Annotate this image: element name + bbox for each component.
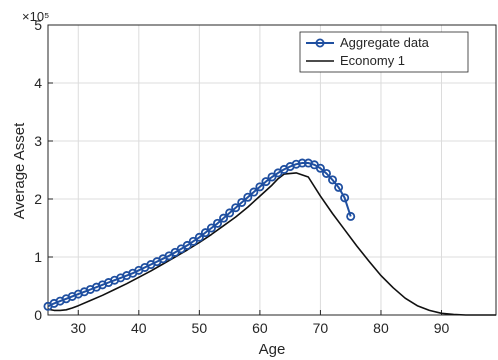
data-point-aggregate-data [267,172,277,182]
x-tick-label: 90 [434,320,450,336]
y-multiplier-label: ×10⁵ [22,9,49,24]
data-point-aggregate-data [243,192,253,202]
data-point-aggregate-data [315,163,325,173]
data-point-aggregate-data [231,203,241,213]
y-tick-label: 3 [34,133,42,149]
y-tick-label: 0 [34,307,42,323]
y-tick-label: 1 [34,249,42,265]
data-point-aggregate-data [334,182,344,192]
data-point-aggregate-data [194,232,204,242]
data-point-aggregate-data [328,175,338,185]
data-point-aggregate-data [261,177,271,187]
x-tick-label: 70 [313,320,329,336]
x-axis-label: Age [259,341,286,358]
data-point-aggregate-data [249,187,259,197]
y-tick-label: 2 [34,191,42,207]
data-point-aggregate-data [225,208,235,218]
y-axis-label: Average Asset [11,122,28,219]
x-tick-label: 30 [70,320,86,336]
x-tick-label: 80 [373,320,389,336]
data-point-aggregate-data [291,159,301,169]
axis-ticks: 30 40 50 60 70 80 90 0 1 2 3 4 5 [34,17,449,336]
data-point-aggregate-data [200,228,210,238]
x-tick-label: 60 [252,320,268,336]
data-point-aggregate-data [213,218,223,228]
data-point-aggregate-data [188,236,198,246]
data-point-aggregate-data [219,213,229,223]
legend-label-economy: Economy 1 [340,53,405,68]
y-tick-label: 4 [34,75,42,91]
data-point-aggregate-data [346,211,356,221]
data-point-aggregate-data [237,197,247,207]
data-point-aggregate-data [321,168,331,178]
x-tick-label: 40 [131,320,147,336]
legend-label-aggregate: Aggregate data [340,35,430,50]
data-point-aggregate-data [206,223,216,233]
series-layer [43,158,496,316]
data-point-aggregate-data [297,158,307,168]
legend-marker-aggregate [315,38,325,48]
series-line-economy-1 [47,172,496,316]
legend: Aggregate data Economy 1 [299,31,469,73]
y-tick-label: 5 [34,17,42,33]
plot-frame [47,24,497,316]
data-point-aggregate-data [340,193,350,203]
legend-box [299,31,469,73]
data-point-aggregate-data [182,240,192,250]
x-tick-label: 50 [192,320,208,336]
data-point-aggregate-data [255,182,265,192]
